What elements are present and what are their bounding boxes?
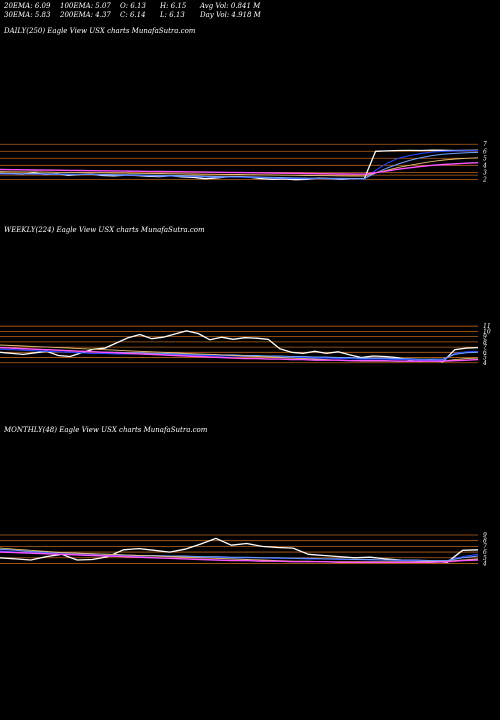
monthly-y-tick-2: 7 bbox=[483, 543, 487, 550]
daily-ema30-line bbox=[0, 151, 479, 179]
stat-ema30: 30EMA: 5.83 bbox=[4, 11, 51, 19]
stat-ema20: 20EMA: 6.09 bbox=[4, 2, 51, 10]
weekly-ema200-line bbox=[0, 346, 479, 362]
weekly-y-tick-6: 5 bbox=[483, 355, 487, 362]
daily-y-tick-2: 5 bbox=[483, 155, 487, 162]
weekly-y-tick-4: 7 bbox=[483, 344, 487, 351]
weekly-y-tick-3: 8 bbox=[483, 339, 487, 346]
weekly-panel-title: WEEKLY(224) Eagle View USX charts Munafa… bbox=[4, 226, 205, 234]
monthly-y-tick-4: 5 bbox=[483, 555, 487, 562]
stat-ema200: 200EMA: 4.37 bbox=[60, 11, 111, 19]
monthly-ema200-line bbox=[0, 551, 479, 563]
monthly-y-tick-0: 9 bbox=[483, 532, 487, 539]
daily-y-tick-3: 4 bbox=[482, 162, 487, 169]
monthly-panel-title: MONTHLY(48) Eagle View USX charts Munafa… bbox=[4, 426, 208, 434]
daily-y-tick-0: 7 bbox=[483, 141, 487, 148]
daily-y-tick-1: 6 bbox=[483, 148, 487, 155]
weekly-y-tick-5: 6 bbox=[483, 349, 487, 356]
daily-y-tick-4: 3 bbox=[483, 169, 487, 176]
daily-panel-title: DAILY(250) Eagle View USX charts MunafaS… bbox=[4, 27, 196, 35]
stat-day-vol: Day Vol: 4.918 M bbox=[200, 11, 261, 19]
stat-avg-vol: Avg Vol: 0.841 M bbox=[200, 2, 261, 10]
stat-high: H: 6.15 bbox=[160, 2, 187, 10]
daily-ema200-line bbox=[0, 162, 479, 175]
monthly-y-tick-3: 6 bbox=[483, 549, 487, 556]
monthly-y-tick-5: 4 bbox=[482, 560, 487, 567]
stat-ema100: 100EMA: 5.07 bbox=[60, 2, 111, 10]
weekly-y-tick-1: 10 bbox=[483, 328, 491, 335]
weekly-ema20-line bbox=[0, 348, 479, 361]
weekly-y-tick-2: 9 bbox=[483, 334, 487, 341]
weekly-y-tick-7: 4 bbox=[482, 360, 487, 367]
daily-y-tick-5: 2 bbox=[482, 176, 487, 183]
stat-low: L: 6.13 bbox=[160, 11, 185, 19]
stat-open: O: 6.13 bbox=[120, 2, 146, 10]
daily-ema100-line bbox=[0, 157, 479, 177]
monthly-y-tick-1: 8 bbox=[483, 538, 487, 545]
weekly-y-tick-0: 11 bbox=[483, 323, 491, 330]
stat-close: C: 6.14 bbox=[120, 11, 146, 19]
monthly-price-line bbox=[0, 537, 479, 563]
weekly-price-line bbox=[0, 330, 479, 363]
